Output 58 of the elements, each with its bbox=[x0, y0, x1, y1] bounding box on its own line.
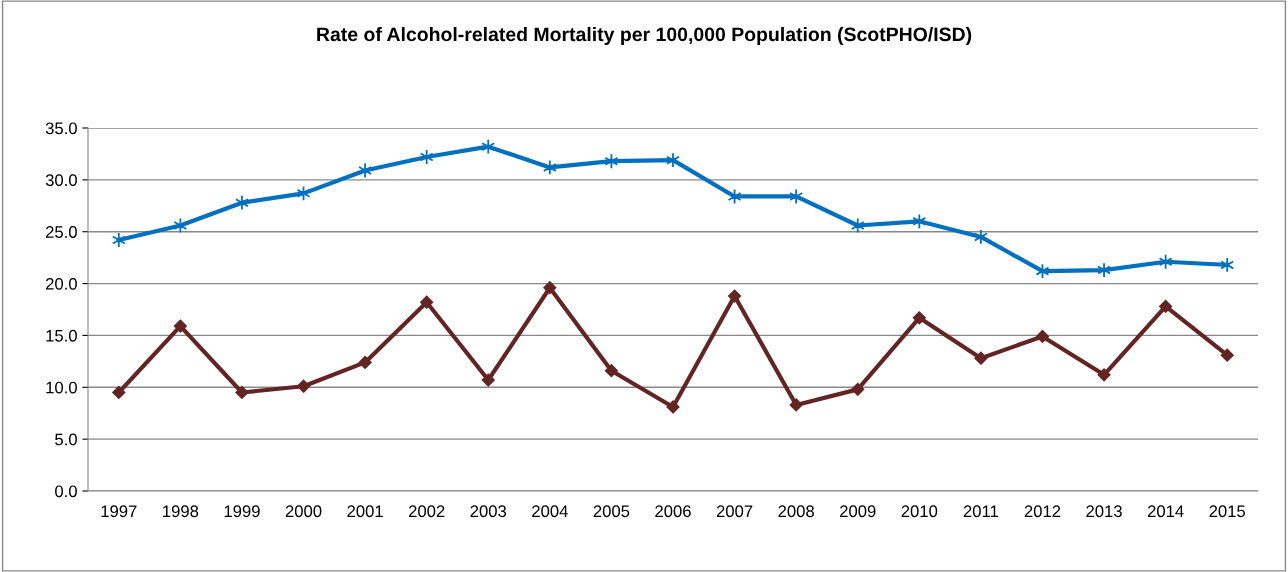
x-tick-label: 2014 bbox=[1147, 505, 1184, 518]
y-tick-label: 35.0 bbox=[45, 122, 77, 135]
point bbox=[974, 351, 988, 365]
chart-title: Rate of Alcohol-related Mortality per 100,000 Population (ScotPHO/ISD) bbox=[317, 26, 972, 46]
point bbox=[235, 385, 249, 400]
y-tick-label: 15.0 bbox=[46, 329, 77, 342]
x-tick-label: 2004 bbox=[532, 505, 568, 518]
point bbox=[1159, 299, 1173, 313]
y-tick-label: 10.0 bbox=[46, 381, 77, 394]
x-tick-label: 1997 bbox=[101, 505, 137, 518]
x-tick-label: 2005 bbox=[593, 505, 630, 518]
x-tick-label: 2009 bbox=[840, 505, 876, 518]
point bbox=[789, 398, 803, 412]
y-tick-label: 5.0 bbox=[55, 433, 77, 446]
point bbox=[850, 217, 865, 234]
point bbox=[543, 281, 557, 295]
point bbox=[1097, 262, 1111, 278]
y-tick-label: 0.0 bbox=[55, 485, 77, 498]
x-tick-label: 2006 bbox=[655, 505, 691, 518]
point bbox=[604, 364, 619, 378]
point bbox=[1097, 368, 1111, 382]
point bbox=[235, 194, 249, 211]
point bbox=[1220, 257, 1235, 273]
y-tick-label: 25.0 bbox=[45, 226, 77, 238]
point bbox=[1220, 348, 1234, 362]
x-tick-label: 2007 bbox=[716, 505, 753, 518]
point bbox=[727, 289, 742, 303]
x-tick-label: 2002 bbox=[408, 505, 445, 518]
x-tick-label: 2000 bbox=[285, 505, 322, 518]
y-tick-label: 30.0 bbox=[45, 174, 77, 187]
point bbox=[358, 355, 372, 369]
point bbox=[542, 159, 557, 176]
point bbox=[419, 149, 434, 165]
point bbox=[296, 379, 311, 393]
x-tick-label: 2001 bbox=[347, 505, 383, 518]
x-tick-label: 2015 bbox=[1209, 505, 1246, 518]
x-tick-label: 2010 bbox=[901, 505, 938, 518]
point bbox=[173, 319, 187, 333]
x-tick-label: 2008 bbox=[778, 505, 814, 518]
point bbox=[666, 152, 680, 169]
point bbox=[973, 229, 988, 245]
x-tick-label: 1998 bbox=[163, 505, 199, 518]
point bbox=[112, 385, 126, 400]
x-tick-label: 2012 bbox=[1024, 505, 1061, 518]
point bbox=[111, 232, 126, 248]
x-tick-label: 2013 bbox=[1086, 505, 1122, 518]
point bbox=[420, 295, 434, 309]
point bbox=[912, 213, 927, 230]
point bbox=[666, 400, 680, 414]
x-tick-label: 2003 bbox=[470, 505, 507, 518]
y-tick-label: 20.0 bbox=[45, 277, 77, 290]
point bbox=[912, 311, 926, 325]
x-tick-label: 1999 bbox=[224, 505, 260, 518]
point bbox=[481, 138, 496, 155]
point bbox=[851, 382, 865, 396]
x-tick-label: 2011 bbox=[963, 505, 999, 518]
point bbox=[1035, 329, 1050, 344]
point bbox=[481, 373, 495, 387]
